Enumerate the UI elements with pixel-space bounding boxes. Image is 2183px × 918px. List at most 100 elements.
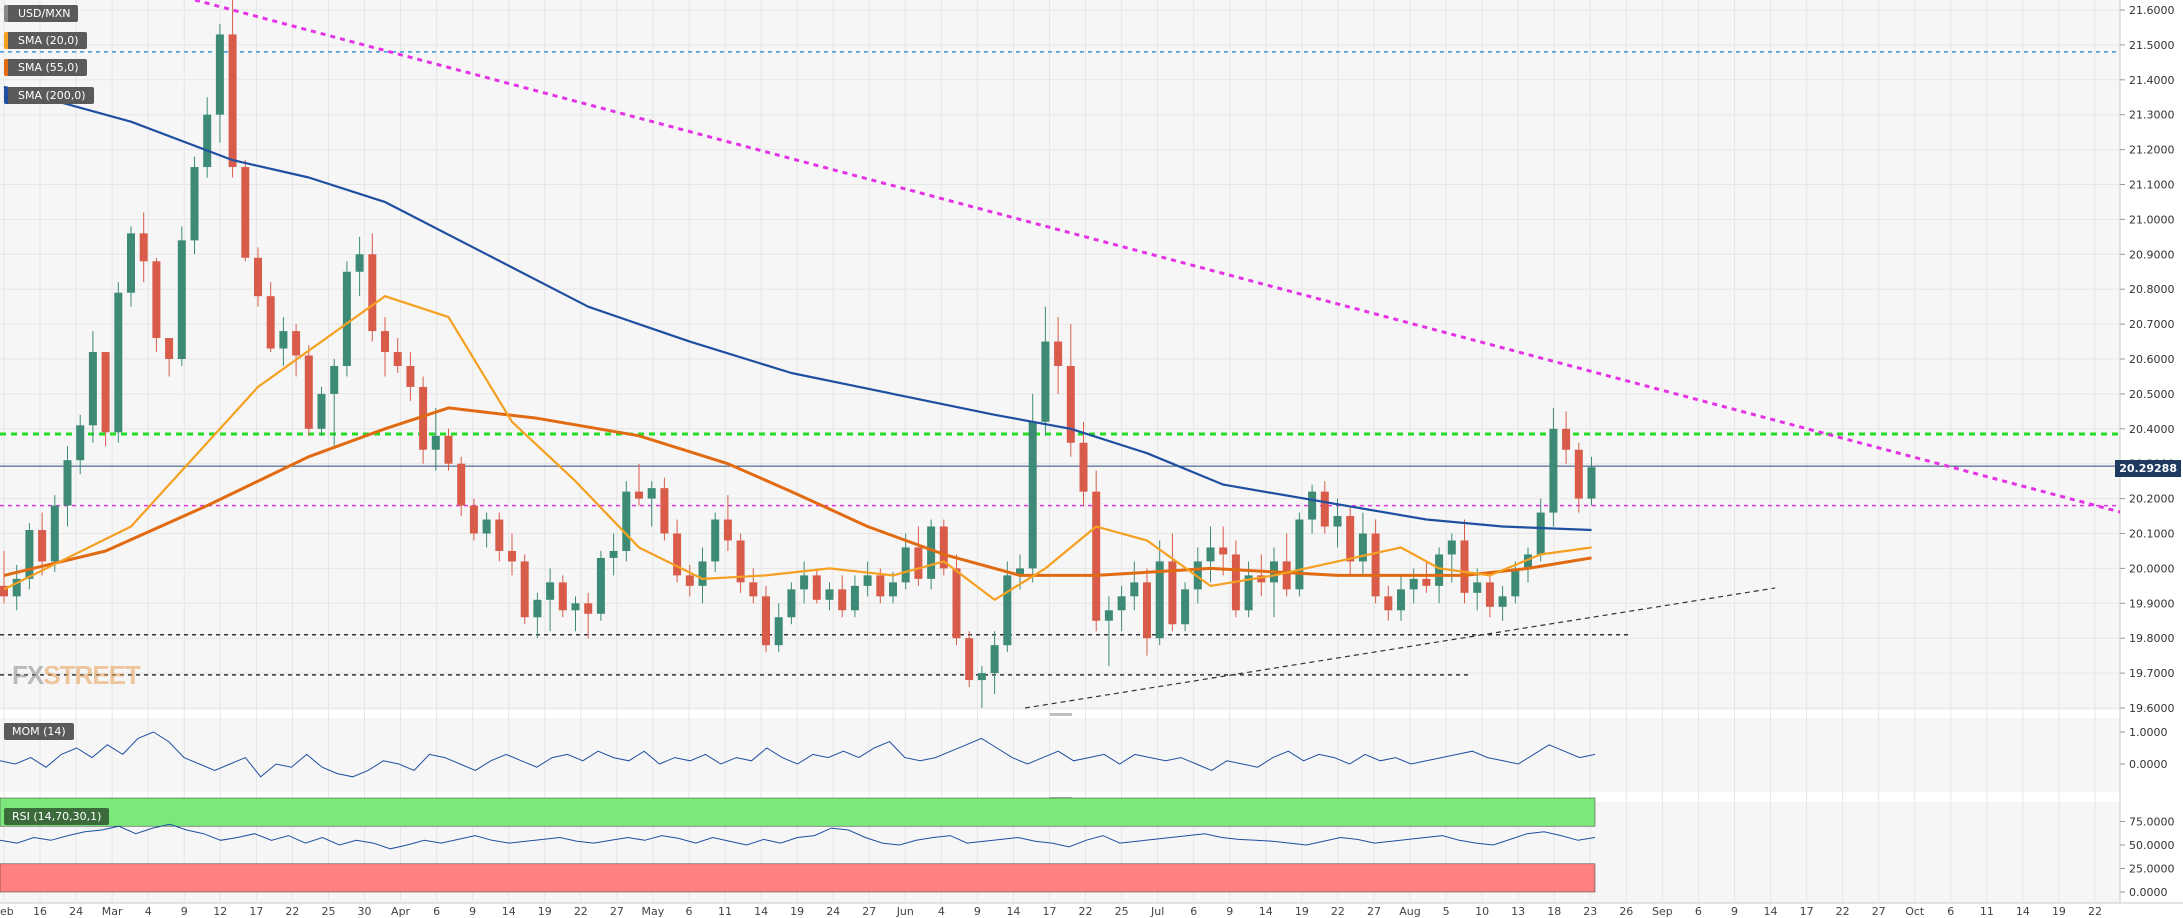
candle-body xyxy=(88,352,97,426)
mom-line xyxy=(0,731,1596,778)
x-tick-label: 14 xyxy=(502,905,516,918)
x-tick-label: 22 xyxy=(285,905,299,918)
sma200-badge[interactable]: SMA (200,0) xyxy=(4,87,94,104)
y-tick-label: 20.0000 xyxy=(2129,562,2175,575)
candle-body xyxy=(1447,540,1456,555)
x-tick-label: 9 xyxy=(1731,905,1738,918)
candle-body xyxy=(469,505,478,534)
candle-body xyxy=(25,530,34,579)
candle-body xyxy=(698,561,707,586)
candle-body xyxy=(596,557,605,614)
candle-body xyxy=(1104,610,1113,621)
fxstreet-logo: FXSTREET xyxy=(12,660,141,690)
candle-body xyxy=(1079,442,1088,492)
x-tick-label: 26 xyxy=(1619,905,1633,918)
candle-body xyxy=(1219,547,1228,555)
candle-body xyxy=(1473,582,1482,593)
candle-body xyxy=(1524,554,1532,569)
candle-body xyxy=(38,530,47,562)
x-tick-label: 24 xyxy=(69,905,83,918)
candle-body xyxy=(76,425,85,461)
x-tick-label: 19 xyxy=(790,905,804,918)
candle-body xyxy=(1143,582,1151,639)
y-tick-label: 21.2000 xyxy=(2129,144,2175,157)
candle-body xyxy=(1066,365,1075,443)
x-tick-label: 6 xyxy=(433,905,440,918)
candle-body xyxy=(368,254,377,332)
sma55-badge[interactable]: SMA (55,0) xyxy=(4,59,87,76)
y-tick-label: 19.9000 xyxy=(2129,597,2175,610)
candle-body xyxy=(355,254,364,272)
mom-badge[interactable]: MOM (14) xyxy=(4,723,74,740)
candle-body xyxy=(1574,449,1583,499)
x-tick-label: 19 xyxy=(1295,905,1309,918)
candle-body xyxy=(1511,568,1520,597)
candle-body xyxy=(1282,561,1291,590)
candle-body xyxy=(101,352,110,433)
candle-body xyxy=(330,365,339,394)
x-tick-label: 16 xyxy=(33,905,47,918)
y-tick-label: 20.8000 xyxy=(2129,283,2175,296)
candle-body xyxy=(1003,575,1012,646)
x-tick-label: 9 xyxy=(974,905,981,918)
rsi-badge[interactable]: RSI (14,70,30,1) xyxy=(4,808,110,825)
x-tick-label: 11 xyxy=(718,905,732,918)
candle-body xyxy=(381,331,389,353)
candle-body xyxy=(1549,428,1558,513)
x-tick-label: 5 xyxy=(1443,905,1450,918)
candle-body xyxy=(838,589,847,611)
x-tick-label: 25 xyxy=(1115,905,1129,918)
ascending-support-line xyxy=(1024,587,1776,709)
candle-body xyxy=(800,575,809,590)
x-tick-label: 19 xyxy=(538,905,552,918)
candle-body xyxy=(342,271,351,366)
candle-body xyxy=(177,240,186,359)
x-tick-label: 9 xyxy=(1226,905,1233,918)
candle-body xyxy=(558,582,567,611)
candle-body xyxy=(317,393,326,429)
y-tick-label: 20.7000 xyxy=(2129,318,2175,331)
x-tick-label: 27 xyxy=(1872,905,1886,918)
x-tick-label: 19 xyxy=(2052,905,2066,918)
y-tick-label: 21.5000 xyxy=(2129,39,2175,52)
symbol-badge[interactable]: USD/MXN xyxy=(4,5,79,22)
candle-body xyxy=(1409,578,1418,590)
x-tick-label: 24 xyxy=(826,905,840,918)
x-tick-label: 10 xyxy=(1475,905,1489,918)
candle-body xyxy=(0,585,8,597)
y-tick-label: 20.4000 xyxy=(2129,423,2175,436)
candle-body xyxy=(927,526,936,579)
x-tick-label: 22 xyxy=(1079,905,1093,918)
y-tick-label: 20.6000 xyxy=(2129,353,2175,366)
candle-body xyxy=(482,519,491,534)
candle-body xyxy=(1422,578,1431,586)
candle-body xyxy=(1587,467,1596,499)
y-tick-label: 19.7000 xyxy=(2129,667,2175,680)
x-tick-label: Aug xyxy=(1399,905,1420,918)
candle-body xyxy=(254,257,262,297)
rsi-oversold-zone xyxy=(0,863,1596,893)
candle-body xyxy=(736,540,745,583)
candle-body xyxy=(1485,582,1494,607)
candle-body xyxy=(863,575,872,586)
candle-body xyxy=(1244,575,1253,611)
candle-body xyxy=(1358,533,1367,562)
rsi-overbought-zone xyxy=(0,797,1596,827)
y-tick-label: 21.4000 xyxy=(2129,74,2175,87)
y-tick-label: 19.6000 xyxy=(2129,702,2175,715)
sma20-line xyxy=(3,295,1592,601)
candle-body xyxy=(419,386,428,450)
y-tick-label: 21.3000 xyxy=(2129,109,2175,122)
sma20-badge[interactable]: SMA (20,0) xyxy=(4,32,87,49)
x-tick-label: Feb xyxy=(0,905,14,918)
candle-body xyxy=(1460,540,1469,593)
candle-body xyxy=(990,645,999,674)
x-tick-label: 27 xyxy=(610,905,624,918)
x-tick-label: 14 xyxy=(1259,905,1273,918)
candle-body xyxy=(1295,519,1304,590)
candle-body xyxy=(393,352,402,366)
candle-body xyxy=(952,568,961,639)
x-tick-label: 14 xyxy=(2016,905,2030,918)
candle-body xyxy=(749,582,758,597)
descending-trendline xyxy=(194,0,2121,514)
